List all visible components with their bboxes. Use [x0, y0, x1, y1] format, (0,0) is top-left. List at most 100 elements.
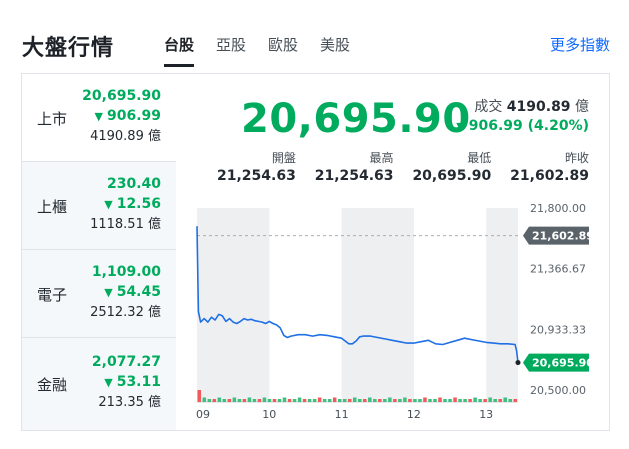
tab-asia[interactable]: 亞股 [216, 36, 247, 54]
x-tick-label: 12 [407, 408, 421, 421]
y-tick-label: 21,366.67 [530, 263, 586, 276]
volume-bar [458, 399, 462, 402]
prev-close-tag-label: 21,602.89 [532, 230, 594, 243]
y-tick-label: 20,500.00 [530, 384, 586, 397]
volume-bar [202, 397, 207, 402]
volume-bar [287, 399, 292, 402]
y-tick-label: 21,800.00 [530, 202, 586, 215]
down-arrow-icon: ▼ [104, 376, 113, 389]
tab-us[interactable]: 美股 [320, 36, 351, 54]
intraday-chart[interactable]: 21,800.00 21,366.67 20,933.33 20,500.00 21,6… [177, 200, 609, 424]
x-tick-label: 13 [479, 408, 493, 421]
volume-bar [282, 397, 287, 402]
volume-bar [478, 399, 482, 402]
volume-bar [483, 399, 487, 402]
volume-bar [217, 397, 222, 402]
stat-value: 21,254.63 [314, 168, 394, 184]
sidebar-item-change: 12.56 [116, 196, 161, 212]
volume-bar [503, 397, 507, 402]
sidebar-item-price: 2,077.27 [91, 354, 161, 370]
volume-value: 4190.89 [506, 99, 571, 115]
price-line [196, 226, 519, 363]
prev-close-tag: 21,602.89 [523, 226, 594, 245]
volume-bar [443, 399, 447, 402]
last-price-tag-bg [523, 353, 589, 372]
index-sidebar: 上市 20,695.90 ▼ 906.99 4190.89 億 上櫃 230.40… [22, 74, 176, 430]
volume-bar [358, 399, 362, 402]
volume-bar [368, 397, 372, 402]
stat-label: 最低 [467, 151, 492, 165]
stat-value: 21,602.89 [510, 168, 589, 184]
sidebar-item-name: 金融 [37, 376, 68, 394]
volume-bar [332, 397, 337, 402]
index-price: 20,695.90 [241, 96, 471, 142]
last-price-tag: 20,695.90 [523, 353, 594, 372]
stat-label: 昨收 [564, 151, 589, 165]
sidebar-item-finance[interactable]: 金融 2,077.27 ▼ 53.11 213.35 億 [22, 338, 176, 430]
sidebar-item-volume: 2512.32 億 [90, 305, 161, 320]
more-indices-link[interactable]: 更多指數 [549, 36, 610, 54]
x-tick-label: 11 [335, 408, 349, 421]
prev-close-tag-bg [523, 226, 589, 245]
index-detail: 20,695.90 成交 4190.89 億 ▼ 906.99 (4.20%) 開… [177, 74, 609, 430]
hour-band [341, 208, 414, 402]
volume-bar [383, 399, 387, 402]
sidebar-item-name: 上市 [37, 110, 68, 128]
volume-bar [297, 397, 302, 402]
volume-bar [373, 399, 377, 402]
volume-label: 成交 [474, 99, 503, 115]
volume-bar [342, 399, 347, 402]
stat-prev-close: 昨收 21,602.89 [510, 150, 589, 186]
sidebar-item-change: 53.11 [116, 374, 161, 390]
stat-value: 21,254.63 [217, 168, 296, 184]
volume-bar [463, 399, 467, 402]
volume-bar [408, 399, 412, 402]
volume-bar [247, 397, 252, 402]
volume-bar [212, 399, 217, 402]
stat-label: 最高 [369, 151, 394, 165]
volume-bar [347, 399, 352, 402]
sidebar-item-change: 906.99 [106, 108, 161, 124]
down-arrow-icon: ▼ [104, 286, 113, 299]
market-card: 上市 20,695.90 ▼ 906.99 4190.89 億 上櫃 230.40… [21, 73, 610, 431]
down-arrow-icon: ▼ [456, 120, 465, 133]
sidebar-item-otc[interactable]: 上櫃 230.40 ▼ 12.56 1118.51 億 [22, 162, 176, 250]
volume-bar [498, 399, 502, 402]
volume-bar [493, 399, 497, 402]
sidebar-item-volume: 213.35 億 [98, 395, 161, 410]
sidebar-item-listed[interactable]: 上市 20,695.90 ▼ 906.99 4190.89 億 [22, 74, 176, 162]
volume-bar [393, 399, 397, 402]
volume-bar [508, 399, 512, 402]
y-tick-label: 20,933.33 [530, 323, 586, 336]
volume-bar [227, 399, 232, 402]
market-tabs: 台股 亞股 歐股 美股 [164, 34, 372, 67]
sidebar-item-name: 上櫃 [37, 198, 68, 216]
volume-bar [327, 399, 332, 402]
volume-bar [242, 399, 247, 402]
sidebar-item-electronics[interactable]: 電子 1,109.00 ▼ 54.45 2512.32 億 [22, 250, 176, 338]
x-tick-label: 09 [196, 408, 210, 421]
volume-bar [207, 399, 212, 402]
volume-bar [237, 399, 242, 402]
volume-bar [453, 397, 457, 402]
volume-bar [513, 399, 517, 402]
volume-bar [262, 397, 267, 402]
index-change: ▼ 906.99 (4.20%) [456, 118, 589, 134]
volume-bar [232, 397, 237, 402]
tab-tw[interactable]: 台股 [164, 34, 195, 67]
volume-bar [317, 397, 322, 402]
volume-bar [388, 397, 392, 402]
hour-band [486, 208, 518, 402]
header: 大盤行情 台股 亞股 歐股 美股 更多指數 [0, 0, 629, 67]
volume-bar [413, 399, 417, 402]
volume-bar [473, 397, 477, 402]
stat-label: 開盤 [271, 151, 296, 165]
volume-bar [222, 399, 227, 402]
volume-bar [438, 397, 442, 402]
trade-volume: 成交 4190.89 億 [474, 96, 589, 116]
volume-bar [418, 399, 422, 402]
tab-europe[interactable]: 歐股 [268, 36, 299, 54]
volume-bar [433, 399, 437, 402]
last-price-tag-label: 20,695.90 [532, 357, 594, 370]
volume-bar [337, 399, 342, 402]
